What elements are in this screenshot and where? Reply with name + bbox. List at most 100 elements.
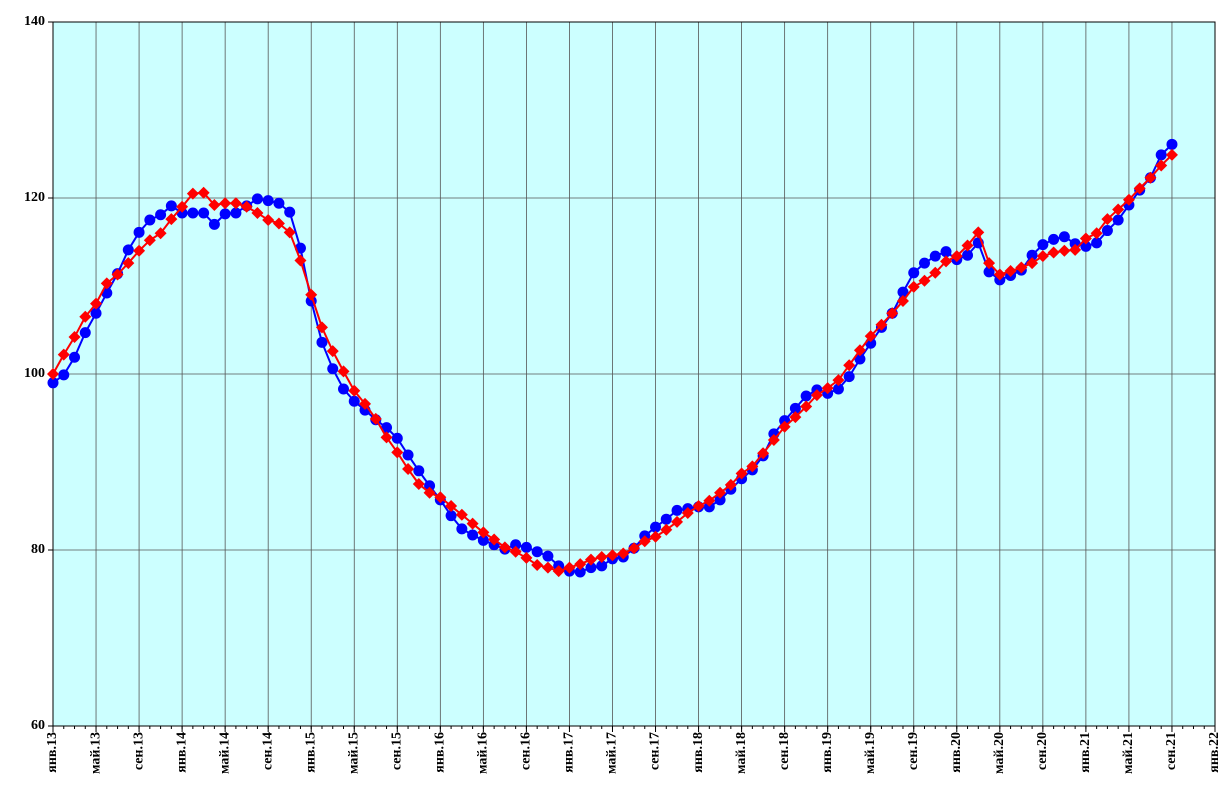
data-point (843, 371, 855, 383)
data-point (919, 257, 930, 269)
data-point (918, 274, 931, 287)
data-point (402, 449, 414, 461)
data-point (445, 510, 457, 522)
data-point (262, 195, 274, 207)
data-point (1133, 182, 1146, 195)
data-point (315, 321, 328, 334)
data-point (251, 193, 263, 205)
data-point (671, 504, 683, 516)
data-point (326, 345, 339, 358)
y-tick-label: 140 (24, 14, 45, 29)
data-point (402, 463, 415, 476)
data-point (606, 549, 619, 562)
data-point (692, 500, 705, 512)
x-tick-label: сен.18 (777, 732, 792, 770)
x-tick-label: май.21 (1121, 732, 1136, 774)
data-point (714, 494, 726, 506)
data-point (144, 214, 156, 226)
data-point (628, 542, 640, 555)
x-tick-label: сен.20 (1035, 732, 1050, 770)
data-point (908, 267, 920, 279)
data-point (746, 460, 759, 473)
data-point (467, 529, 479, 541)
data-point (187, 207, 199, 219)
data-point (111, 268, 124, 281)
data-point (1048, 233, 1060, 245)
data-point (90, 307, 102, 319)
data-point (584, 553, 597, 566)
data-point (337, 365, 350, 378)
data-point (219, 208, 231, 220)
data-point (262, 214, 275, 226)
data-point (854, 353, 866, 365)
data-point (864, 330, 877, 343)
data-point (1101, 225, 1113, 237)
data-point (219, 197, 232, 210)
data-point (391, 446, 404, 459)
data-point (853, 344, 866, 357)
data-point (1015, 261, 1028, 274)
data-point (284, 206, 296, 218)
x-tick-label: сен.19 (906, 732, 921, 770)
data-point (424, 480, 436, 492)
data-point (230, 207, 242, 219)
data-point (381, 422, 393, 434)
x-tick-label: май.17 (605, 732, 620, 774)
data-point (1069, 243, 1082, 256)
data-point (703, 501, 715, 513)
data-point (552, 565, 565, 578)
data-point (542, 550, 554, 562)
data-point (832, 383, 844, 395)
data-point (100, 277, 113, 290)
data-point (466, 517, 479, 530)
data-point (574, 566, 586, 578)
data-point (1036, 250, 1049, 263)
data-point (1144, 171, 1157, 184)
data-point (229, 197, 242, 210)
data-point (897, 286, 909, 298)
data-point (541, 561, 554, 574)
x-tick-label: сен.16 (519, 732, 534, 770)
data-point (1004, 265, 1017, 278)
x-tick-label: янв.14 (174, 732, 189, 773)
data-point (79, 327, 91, 339)
data-point (767, 434, 780, 446)
data-point (724, 478, 737, 491)
data-point (972, 226, 985, 239)
x-tick-label: янв.18 (691, 732, 706, 773)
data-point (671, 515, 684, 528)
x-tick-label: янв.17 (562, 732, 577, 773)
data-point (1026, 249, 1038, 261)
y-tick-label: 120 (24, 190, 45, 205)
data-point (520, 541, 532, 553)
x-tick-label: янв.20 (949, 732, 964, 773)
data-point (638, 535, 651, 548)
x-tick-label: май.18 (734, 732, 749, 774)
data-point (800, 400, 813, 413)
data-point (79, 310, 92, 323)
data-point (1165, 148, 1178, 161)
x-tick-label: май.19 (863, 732, 878, 774)
x-tick-label: янв.22 (1207, 732, 1222, 773)
data-point (778, 420, 791, 433)
data-point (423, 486, 436, 499)
data-point (133, 244, 146, 257)
data-point (660, 523, 673, 536)
data-point (681, 507, 694, 520)
x-tick-label: май.13 (88, 732, 103, 774)
data-point (531, 558, 544, 571)
data-point (649, 530, 662, 543)
data-point (155, 209, 167, 221)
data-point (165, 200, 177, 212)
data-point (983, 257, 996, 270)
data-point (929, 250, 941, 262)
data-point (272, 217, 285, 230)
x-tick-label: янв.16 (433, 732, 448, 773)
data-point (186, 187, 199, 200)
data-point (1122, 193, 1135, 206)
data-point (1037, 239, 1049, 251)
data-point (477, 534, 489, 546)
data-point (832, 374, 845, 387)
data-point (369, 412, 382, 425)
